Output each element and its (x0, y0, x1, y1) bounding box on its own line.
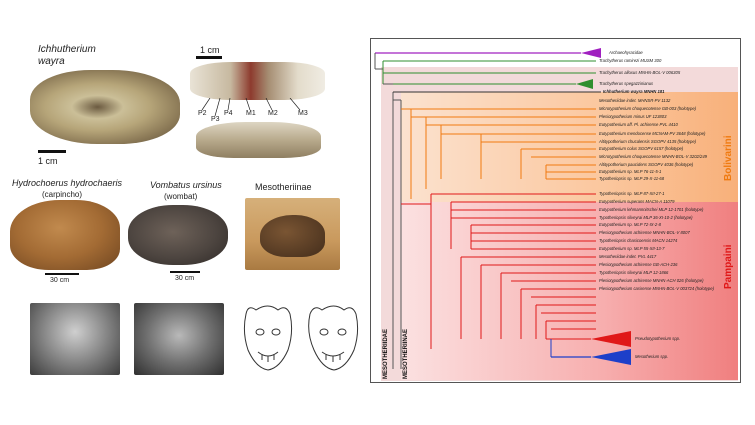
scale-label: 1 cm (200, 45, 220, 55)
animal-common-name: (wombat) (164, 192, 198, 201)
bolivarini-label: Bolivarini (723, 135, 734, 181)
tooth-label: M2 (268, 110, 278, 117)
capybara-image (10, 200, 120, 270)
taxon-label: Microtypotherium choquecotense GB-003 (h… (599, 106, 697, 111)
taxon-label: Eutypotherium lehmannnitschei MLP 12-170… (599, 207, 704, 212)
skull-lateral-image (190, 62, 325, 100)
scale-bar (38, 150, 66, 153)
taxon-label: Microtypotherium choquecotense MNHN-BOL-… (599, 154, 707, 159)
animal-name: Mesotheriinae (255, 182, 312, 192)
tooth-pointer-lines (201, 98, 301, 117)
animal-name: Hydrochoerus hydrochaeris (12, 178, 123, 188)
scale-bar (45, 273, 79, 275)
taxon-label: Pseudotypotherium spp. (635, 336, 681, 341)
taxon-label: Eutypotherium sp. MLP 55-XII-13-7 (599, 246, 665, 251)
taxon-label: Typotheriopsis silveyrai MLP 12-1866 (599, 270, 669, 275)
wombat-face-image (134, 303, 224, 375)
subfamily-label: MESOTHERIINAE (403, 328, 409, 379)
scale-bar (196, 56, 222, 59)
tree-branches (374, 48, 631, 369)
mesotheriinae-animal-silhouette (260, 215, 325, 257)
pampaini-band (401, 202, 738, 380)
bolivarini-band (401, 92, 738, 202)
taxon-label: Plesiotypotherium achirense MNHN-ACH 026… (599, 278, 704, 283)
specimen-name-line1: Ichhutherium (38, 44, 96, 55)
taxon-label: Eutypotherium mendocense MCNAM-PV 3648 (… (599, 131, 706, 136)
mesotheriinae-head-drawings (243, 305, 359, 371)
animal-name: Vombatus ursinus (150, 180, 222, 190)
tooth-label: M1 (246, 110, 256, 117)
tooth-label: P2 (198, 110, 207, 117)
taxon-label: Eutypotherium superans MACN-A 11079 (599, 199, 675, 204)
taxon-label: Eutypotherium sp. MLP 72-IX-2-8 (599, 222, 661, 227)
scale-label: 30 cm (50, 277, 70, 284)
taxon-label: Plesiotypotherium minus UF 123803 (599, 114, 667, 119)
taxon-label: Typotheriopsis silveyrai MLP 36-XI-10-2 … (599, 215, 693, 220)
taxon-label: Trachytherus ramirezi MUSM 300 (599, 58, 662, 63)
taxon-label: Eutypotherium colus SGOPV 6157 (holotype… (599, 146, 684, 151)
taxon-label: Typotheriopsis chasicoensis MACN 14274 (599, 238, 678, 243)
taxon-label: Plesiotypotherium achirense MNHN-BOL-V 8… (599, 230, 690, 235)
wombat-image (128, 205, 228, 265)
taxon-label: Eutypotherium aff. Pl. achirense PVL 441… (599, 122, 678, 127)
scale-label: 1 cm (38, 156, 58, 166)
family-label: MESOTHERIIDAE (383, 328, 389, 379)
pampaini-label: Pampaini (723, 244, 734, 289)
taxon-label: Trachytherus alloxus MNHN-BOL-V 006305 (599, 70, 681, 75)
taxon-label: Ichhutherium wayra MNHN 181 (603, 89, 665, 94)
taxon-label: Plesiotypotherium casirense MNHN-BOL-V 0… (599, 286, 714, 291)
taxon-label: Altitypotherium chucalensis SGOPV 4135 (… (599, 139, 697, 144)
specimen-name-line2: wayra (38, 56, 65, 67)
tooth-label: M3 (298, 110, 308, 117)
outgroup-label: Archaeohyracidae (609, 50, 643, 55)
taxon-label: Typotheriopsis sp. MLP 29-X-11-68 (599, 176, 665, 181)
taxon-label: Altitypotherium paucidens SGOPV 4036 (ho… (599, 162, 694, 167)
scale-bar (170, 271, 200, 273)
scale-label: 30 cm (175, 275, 195, 282)
taxon-label: Plesiotypotherium achirense GB-ACH-236 (599, 262, 678, 267)
phylogenetic-tree: Archaeohyracidae Trachytherus ramirezi M… (370, 38, 741, 383)
taxon-label: Mesotherium spp. (635, 354, 669, 359)
taxon-label: Typotheriopsis sp. MLP 87-XII-27-1 (599, 191, 665, 196)
animal-common-name: (carpincho) (42, 190, 83, 199)
tooth-label: P4 (224, 110, 233, 117)
jaw-specimen-image (196, 122, 321, 158)
taxon-label: Mesotheriidae indet. PVL 4417 (599, 254, 657, 259)
skull-specimen-image (30, 70, 180, 144)
capybara-face-image (30, 303, 120, 375)
taxon-label: Mesotheriidae indet. MHNSR-PV 1132 (599, 98, 671, 103)
taxon-label: Eutypotherium sp. MLP 76-11-5-1 (599, 169, 662, 174)
taxon-label: Trachytherus spegazzinianus (599, 81, 654, 86)
tooth-label: P3 (211, 116, 220, 123)
